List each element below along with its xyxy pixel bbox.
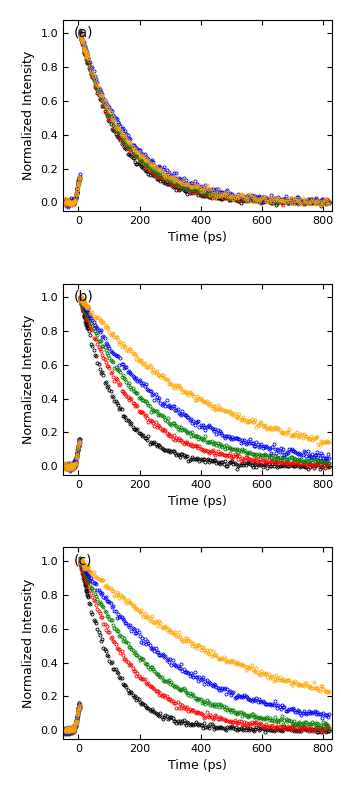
Text: (c): (c) [74, 553, 92, 567]
X-axis label: Time (ps): Time (ps) [168, 759, 227, 772]
Y-axis label: Normalized Intensity: Normalized Intensity [22, 314, 35, 444]
Text: (a): (a) [74, 25, 93, 40]
Y-axis label: Normalized Intensity: Normalized Intensity [22, 51, 35, 180]
X-axis label: Time (ps): Time (ps) [168, 495, 227, 508]
X-axis label: Time (ps): Time (ps) [168, 231, 227, 244]
Text: (b): (b) [74, 289, 94, 303]
Y-axis label: Normalized Intensity: Normalized Intensity [22, 578, 35, 708]
